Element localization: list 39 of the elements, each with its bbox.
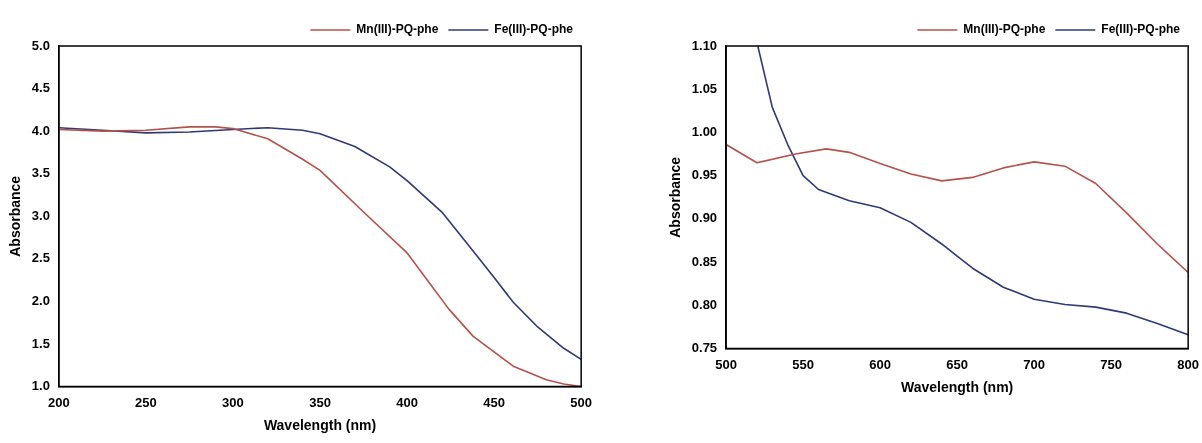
x-tick-label: 600 [869,356,891,372]
legend-label: Fe(III)-PQ-phe [494,22,574,37]
x-tick-label: 400 [396,394,418,410]
y-tick-label: 1.00 [691,124,718,140]
x-tick-label: 650 [946,356,968,372]
x-tick-label: 250 [135,394,157,410]
y-axis-title: Absorbance [667,156,684,238]
legend-label: Fe(III)-PQ-phe [1101,22,1181,37]
x-tick-label: 450 [483,394,505,410]
y-tick-label: 1.05 [691,80,718,96]
y-axis-title: Absorbance [7,175,24,257]
y-tick-label: 0.75 [691,340,718,356]
y-tick-label: 1.0 [31,378,50,394]
y-tick-label: 0.90 [691,210,718,226]
x-tick-label: 550 [792,356,814,372]
y-tick-label: 2.0 [31,293,50,309]
y-tick-label: 2.5 [31,250,50,266]
legend-label: Mn(III)-PQ-phe [963,22,1046,37]
y-tick-label: 0.85 [691,253,718,269]
y-tick-label: 0.95 [691,167,718,183]
y-tick-label: 3.5 [31,165,50,181]
y-tick-label: 4.5 [31,80,50,96]
x-tick-label: 750 [1100,356,1122,372]
x-tick-label: 700 [1023,356,1045,372]
y-tick-label: 5.0 [31,37,50,53]
y-tick-label: 3.0 [31,207,50,223]
x-tick-label: 200 [48,394,70,410]
x-tick-label: 500 [570,394,593,410]
y-tick-label: 4.0 [31,122,50,138]
x-axis-title: Wavelength (nm) [263,417,377,434]
legend-label: Mn(III)-PQ-phe [356,22,439,37]
x-tick-label: 500 [715,356,737,372]
y-tick-label: 1.10 [691,37,718,53]
x-axis-title: Wavelength (nm) [901,379,1014,396]
x-tick-label: 800 [1177,356,1200,372]
y-tick-label: 1.5 [31,335,50,351]
x-tick-label: 350 [309,394,331,410]
x-tick-label: 300 [222,394,244,410]
y-tick-label: 0.80 [691,296,718,312]
